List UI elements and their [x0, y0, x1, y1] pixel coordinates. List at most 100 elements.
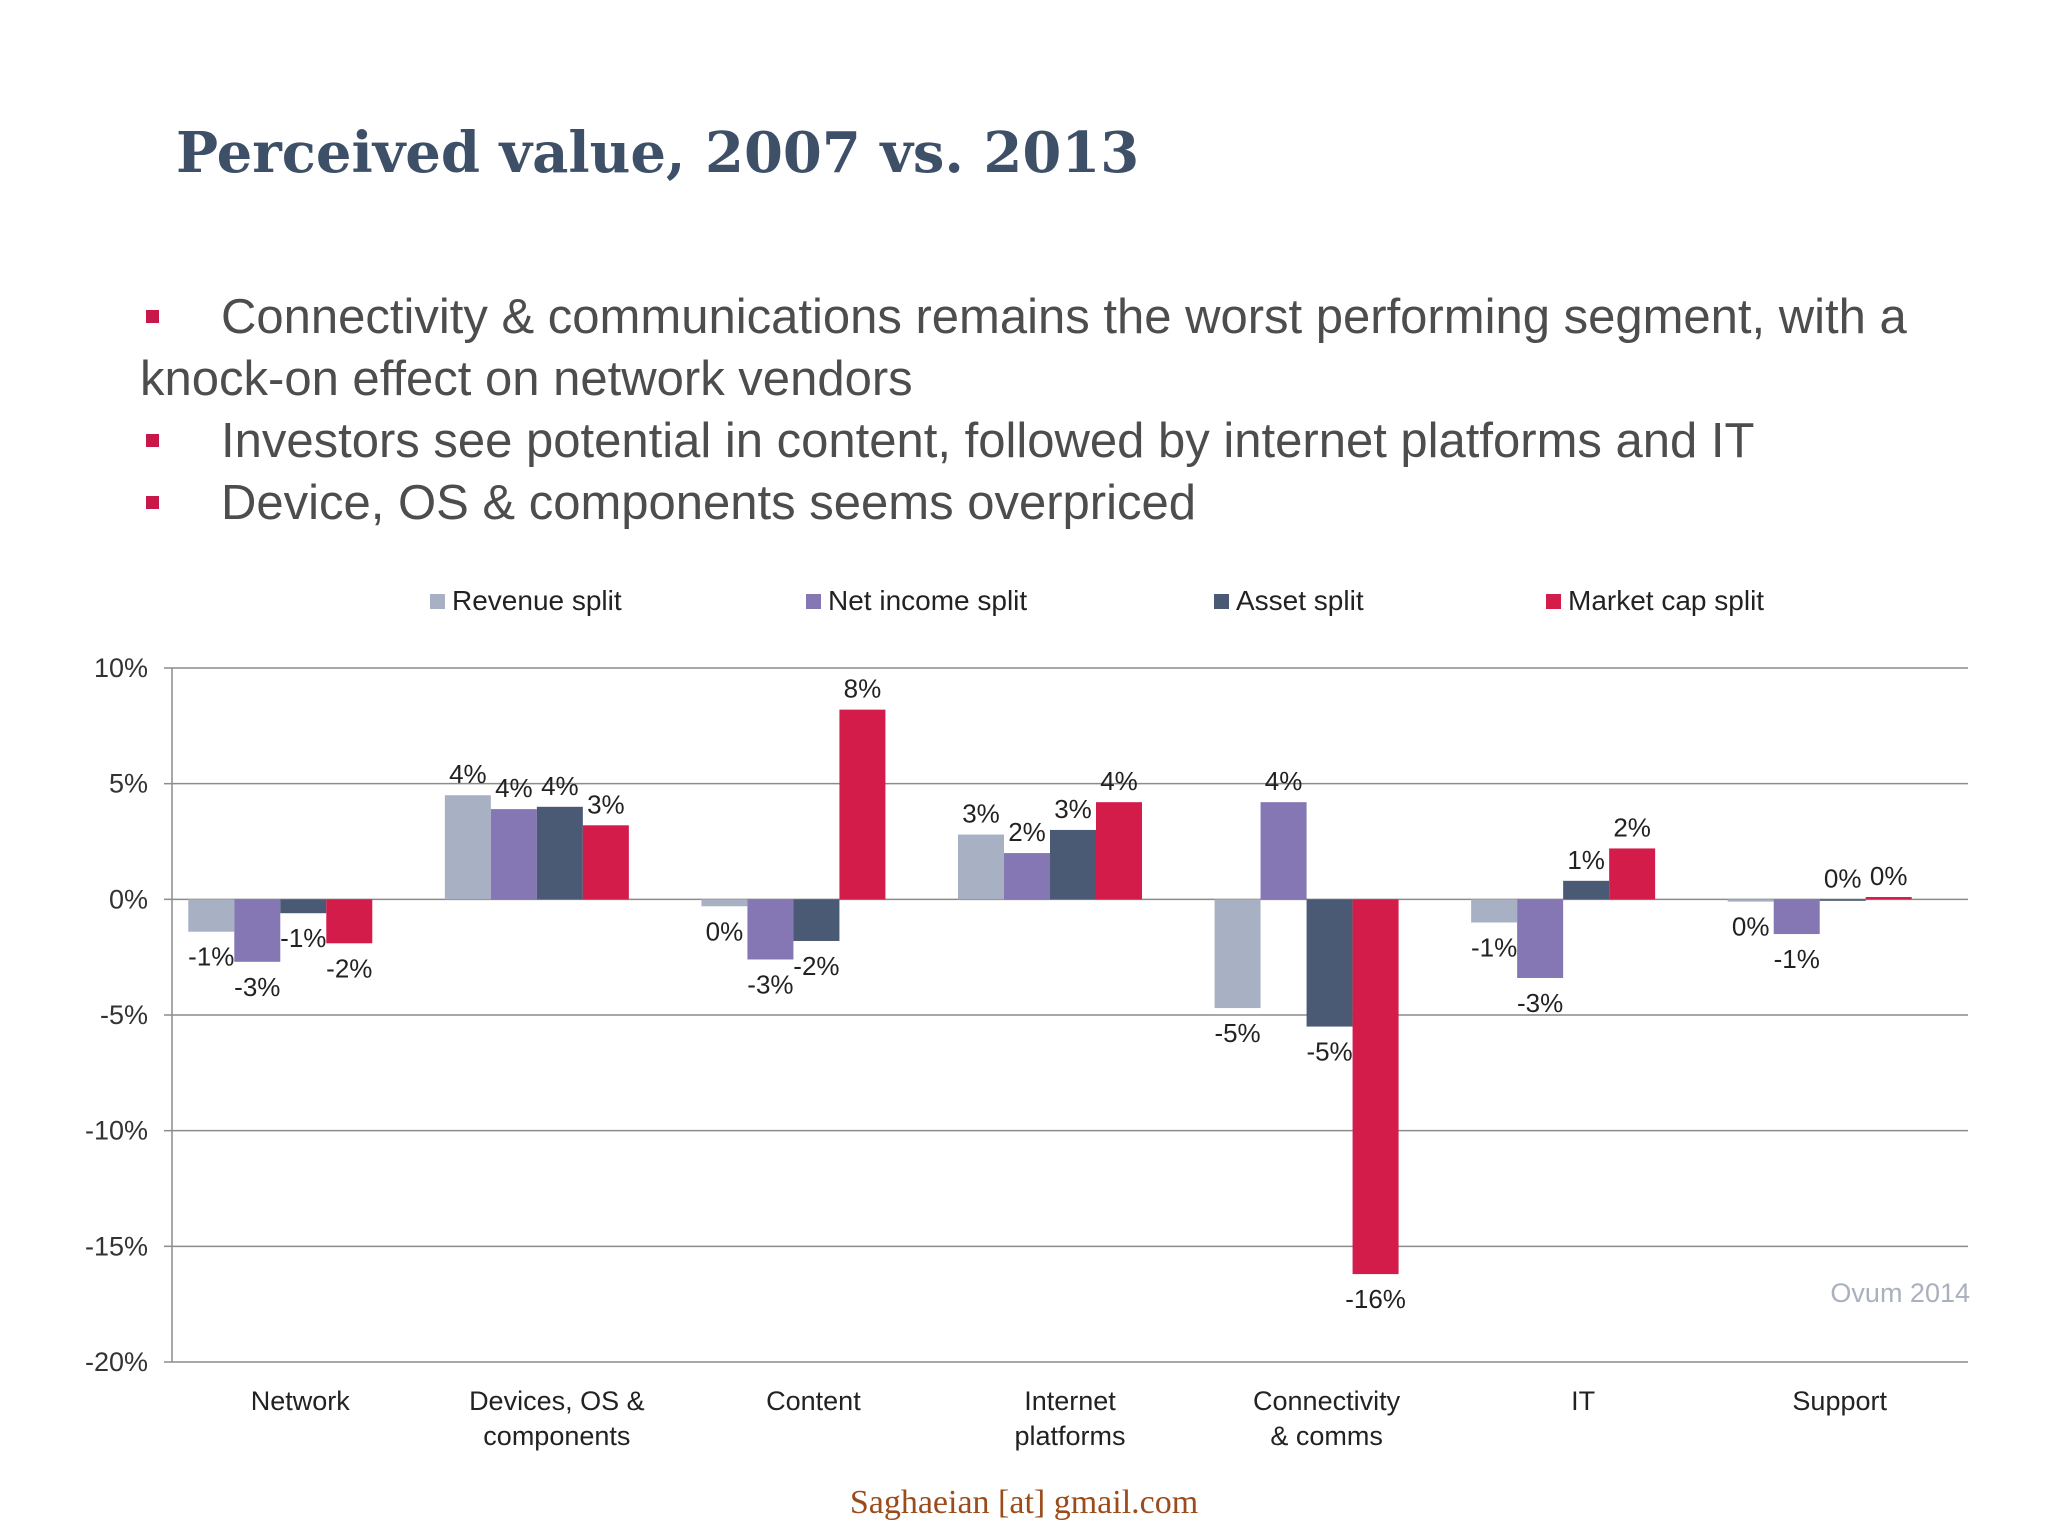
- data-label: -2%: [326, 953, 372, 983]
- y-tick-label: 10%: [94, 653, 148, 683]
- x-category-label: Network: [251, 1386, 351, 1416]
- bar: [1214, 899, 1261, 1009]
- data-label: 4%: [495, 773, 533, 803]
- bullet-item: Device, OS & components seems overpriced: [140, 472, 2000, 534]
- data-label: 3%: [1054, 794, 1092, 824]
- legend-swatch: [1546, 594, 1561, 609]
- bar: [1096, 802, 1142, 900]
- y-tick-label: 5%: [109, 769, 148, 799]
- x-category-label: & comms: [1270, 1421, 1383, 1451]
- data-label: 4%: [1100, 766, 1138, 796]
- bullet-marker-icon: [146, 495, 159, 509]
- x-category-label: Internet: [1024, 1386, 1116, 1416]
- data-label: 0%: [1870, 861, 1908, 891]
- legend-swatch: [1214, 594, 1229, 609]
- y-tick-label: -10%: [85, 1116, 148, 1146]
- chart-x-axis: Network Devices, OS & components Content Int…: [251, 1386, 1888, 1451]
- data-label: 4%: [449, 759, 487, 789]
- footer-credit: Saghaeian [at] gmail.com: [849, 1484, 1199, 1521]
- legend-swatch: [806, 594, 821, 609]
- slide-title: Perceived value, 2007 vs. 2013: [176, 120, 1140, 186]
- data-label: 8%: [844, 674, 882, 704]
- data-label: -1%: [1471, 932, 1517, 962]
- bar: [326, 899, 373, 944]
- data-label: 1%: [1567, 845, 1605, 875]
- chart-data-labels: -1%4%0%3%-5%-1%0%-3%4%-3%2%4%-3%-1%-1%4%…: [188, 674, 1907, 1314]
- bar: [1819, 899, 1866, 901]
- bullet-text: Investors see potential in content, foll…: [221, 414, 1755, 468]
- data-label: 0%: [1732, 912, 1770, 942]
- bar: [490, 809, 537, 900]
- bar: [1773, 899, 1820, 935]
- chart-legend: Revenue split Net income split Asset split…: [430, 585, 1764, 616]
- bar: [536, 806, 583, 900]
- x-category-label: Content: [766, 1386, 861, 1416]
- data-label: -16%: [1345, 1284, 1406, 1314]
- legend-swatch: [430, 594, 445, 609]
- x-category-label: Devices, OS &: [469, 1386, 645, 1416]
- data-label: 0%: [1824, 863, 1862, 893]
- bar: [1050, 829, 1096, 900]
- bullet-text: Device, OS & components seems overpriced: [221, 476, 1196, 530]
- bar: [234, 899, 281, 962]
- bullet-list: Connectivity & communications remains th…: [140, 286, 2000, 534]
- legend-label: Net income split: [828, 585, 1027, 616]
- bar: [188, 899, 235, 932]
- bar: [1306, 899, 1353, 1027]
- legend-label: Revenue split: [452, 585, 622, 616]
- data-label: 3%: [962, 799, 1000, 829]
- data-label: -3%: [747, 969, 793, 999]
- data-label: -3%: [234, 972, 280, 1002]
- x-category-label: IT: [1571, 1386, 1595, 1416]
- bar: [444, 795, 491, 900]
- y-tick-label: -15%: [85, 1231, 148, 1261]
- data-label: 2%: [1613, 812, 1651, 842]
- bar: [958, 834, 1004, 900]
- bar: [1352, 899, 1399, 1275]
- bar: [1865, 897, 1912, 900]
- bar: [280, 899, 327, 914]
- bullet-item: Connectivity & communications remains th…: [140, 286, 2000, 410]
- bar: [1563, 880, 1610, 900]
- data-label: -1%: [188, 942, 234, 972]
- bar: [1517, 899, 1564, 978]
- y-tick-label: -20%: [85, 1347, 148, 1377]
- x-category-label: Connectivity: [1253, 1386, 1401, 1416]
- data-label: -1%: [280, 923, 326, 953]
- bar: [1727, 899, 1774, 902]
- x-category-label: Support: [1792, 1386, 1887, 1416]
- data-label: -3%: [1517, 988, 1563, 1018]
- bullet-text: Connectivity & communications remains th…: [140, 290, 1907, 406]
- data-label: -5%: [1214, 1018, 1260, 1048]
- bar: [1260, 802, 1307, 900]
- data-label: 4%: [1265, 766, 1303, 796]
- bar: [1609, 848, 1656, 900]
- data-label: -1%: [1774, 944, 1820, 974]
- bar: [1471, 899, 1518, 923]
- chart-y-axis: 10% 5% 0% -5% -10% -15% -20%: [85, 653, 148, 1377]
- bar: [701, 899, 748, 907]
- bar: [747, 899, 794, 960]
- x-category-label: components: [483, 1421, 630, 1451]
- data-label: 4%: [541, 771, 579, 801]
- bullet-marker-icon: [146, 433, 159, 447]
- bar: [582, 825, 629, 900]
- data-label: -5%: [1306, 1037, 1352, 1067]
- data-label: 2%: [1008, 817, 1046, 847]
- bar: [839, 709, 886, 900]
- legend-label: Market cap split: [1568, 585, 1764, 616]
- data-label: 0%: [706, 916, 744, 946]
- y-tick-label: -5%: [100, 1000, 148, 1030]
- x-category-label: platforms: [1014, 1421, 1125, 1451]
- chart-bars: [188, 709, 1912, 1275]
- bullet-marker-icon: [146, 309, 159, 323]
- legend-label: Asset split: [1236, 585, 1364, 616]
- y-tick-label: 0%: [109, 884, 148, 914]
- data-label: 3%: [587, 789, 625, 819]
- chart-gridlines: [164, 667, 1968, 1363]
- bullet-item: Investors see potential in content, foll…: [140, 410, 2000, 472]
- data-label: -2%: [793, 951, 839, 981]
- bar: [793, 899, 840, 941]
- bar: [1004, 853, 1050, 900]
